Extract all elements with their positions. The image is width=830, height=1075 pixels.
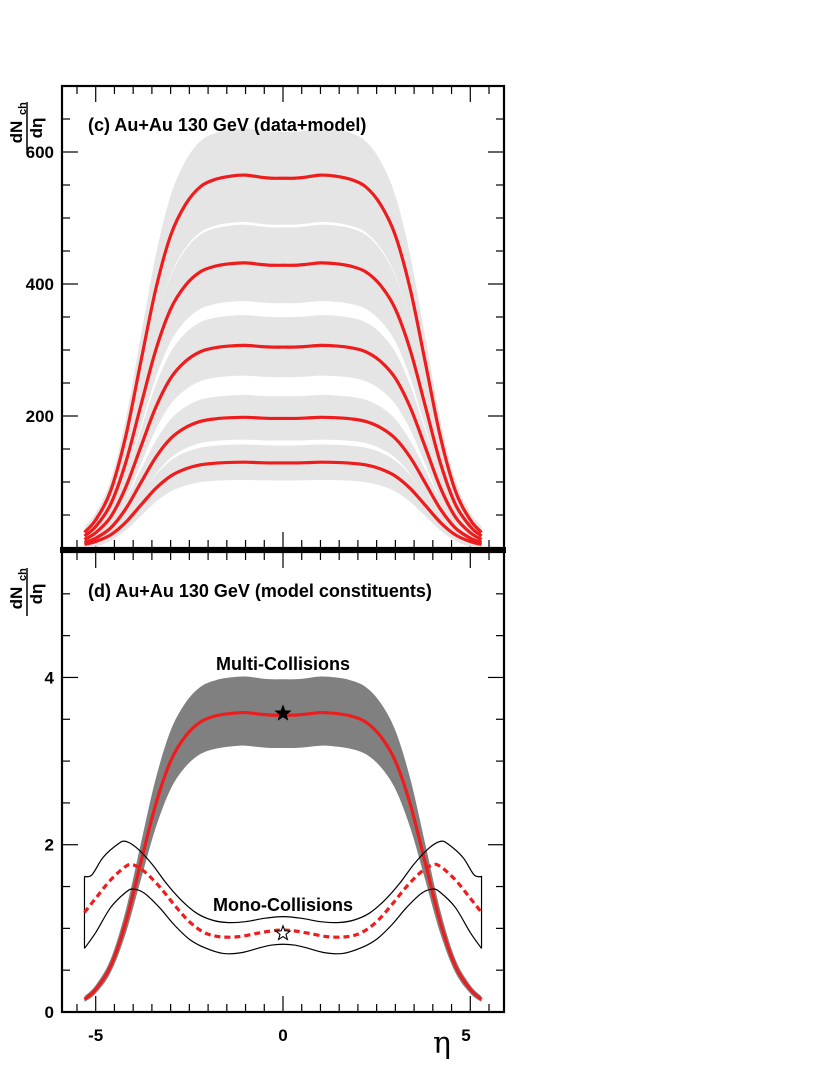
- multi-collisions-label: Multi-Collisions: [216, 654, 350, 674]
- multi-collision-band: [84, 676, 482, 1002]
- uncertainty-band-c: [84, 224, 482, 542]
- panel-divider: [60, 547, 506, 553]
- uncertainty-band-c: [84, 128, 482, 539]
- mono-collision-star-marker: [274, 924, 292, 941]
- y-tick-label: 2: [45, 836, 54, 855]
- y-label-denominator: dη: [27, 584, 46, 605]
- y-label-subscript: ch: [17, 102, 29, 115]
- panel-c-title: (c) Au+Au 130 GeV (data+model): [88, 115, 366, 135]
- panel-d: 0 2 4 dN ch dη Multi-Collisions Mono-Collisions…: [7, 550, 506, 1061]
- lines-c: [83, 173, 483, 546]
- multi-collision-curve: [83, 710, 483, 1001]
- uncertainty-band-c: [84, 315, 482, 545]
- uncertainty-band-c: [84, 444, 482, 547]
- y-label-denominator: dη: [27, 118, 46, 139]
- model-curve-c: [84, 460, 482, 546]
- y-tick-label: 600: [26, 143, 54, 162]
- plot-frame: [60, 550, 506, 1014]
- y-tick-label: 4: [45, 668, 55, 687]
- mono-collision-upper-edge: [84, 840, 483, 949]
- y-axis-label: dN ch dη: [7, 568, 46, 616]
- mono-collision-lower-edge: [83, 888, 483, 955]
- y-label-numerator: dN: [7, 121, 26, 144]
- uncertainty-band-c: [84, 395, 482, 547]
- model-curve-c: [83, 343, 483, 541]
- y-axis-label: dN ch dη: [7, 102, 46, 150]
- panel-d-title: (d) Au+Au 130 GeV (model constituents): [88, 581, 432, 601]
- y-label-subscript: ch: [17, 568, 29, 581]
- model-curve-c: [83, 415, 483, 545]
- model-curve-c: [83, 261, 483, 538]
- model-curve-c: [83, 173, 483, 534]
- x-tick-label: 0: [278, 1026, 287, 1045]
- y-tick-label: 200: [26, 407, 54, 426]
- mono-collisions-label: Mono-Collisions: [213, 895, 353, 915]
- divider-bar: [60, 547, 506, 553]
- y-tick-label: 400: [26, 275, 54, 294]
- x-tick-label: -5: [88, 1026, 103, 1045]
- multi-collision-star-marker: [274, 704, 292, 721]
- x-axis-label: η: [433, 1026, 451, 1061]
- y-label-numerator: dN: [7, 587, 26, 610]
- y-tick-label: 0: [45, 1003, 54, 1022]
- x-tick-label: 5: [461, 1026, 470, 1045]
